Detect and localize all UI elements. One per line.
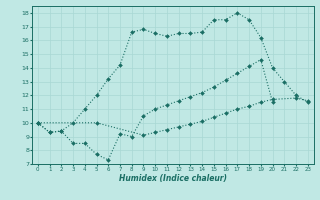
X-axis label: Humidex (Indice chaleur): Humidex (Indice chaleur) [119,174,227,183]
